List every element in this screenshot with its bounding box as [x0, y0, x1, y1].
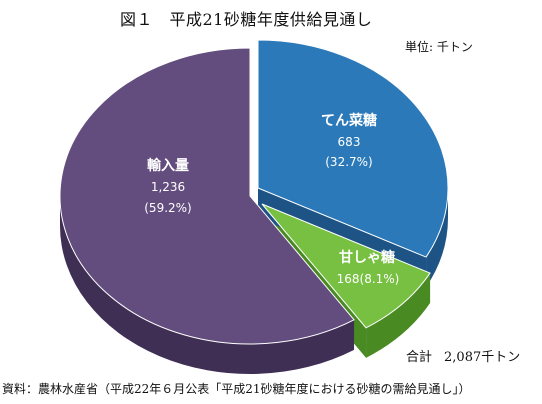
slice-value-cane: 168(8.1%)	[337, 272, 400, 286]
slice-import	[59, 47, 355, 345]
total-value: 2,087千トン	[444, 350, 521, 365]
slice-label-import: 輸入量	[147, 157, 189, 174]
slice-percent-import: (59.2%)	[144, 201, 191, 215]
slice-cane	[261, 203, 431, 329]
slice-side-cane	[366, 273, 431, 358]
total-caption: 合計	[406, 350, 433, 365]
slice-label-cane: 甘しゃ糖	[339, 249, 395, 266]
total-label: 合計 2,087千トン	[406, 346, 520, 365]
slice-percent-beet: (32.7%)	[325, 155, 372, 169]
slice-label-beet: てん菜糖	[321, 112, 377, 129]
slice-value-import: 1,236	[151, 180, 185, 194]
slice-value-beet: 683	[338, 135, 361, 149]
slice-side-import	[60, 196, 355, 374]
slice-side-beet	[426, 188, 448, 288]
slice-beet	[257, 39, 449, 258]
source-note: 資料：農林水産省（平成22年６月公表「平成21砂糖年度における砂糖の需給見通し」…	[2, 382, 471, 396]
unit-label: 単位: 千トン	[405, 40, 473, 54]
chart-title: 図１ 平成21砂糖年度供給見通し	[120, 10, 373, 29]
